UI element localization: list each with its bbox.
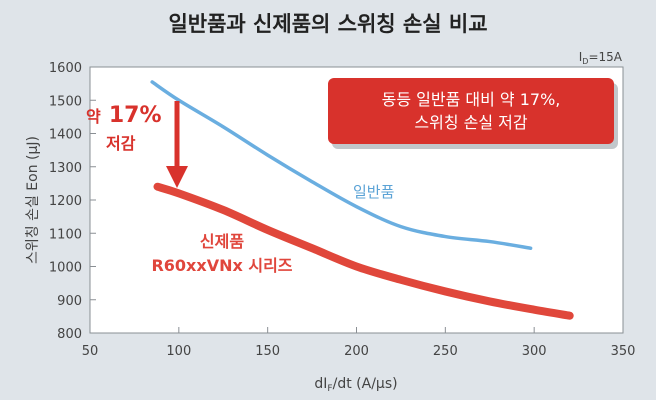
chart-title: 일반품과 신제품의 스위칭 손실 비교: [168, 12, 487, 36]
y-tick-label: 1100: [49, 227, 82, 242]
y-axis-label: 스위칭 손실 Eon (μJ): [25, 136, 41, 264]
callout-background: [328, 78, 614, 144]
series-new-label-line2: R60xxVNx 시리즈: [151, 256, 292, 275]
series-standard-label: 일반품: [353, 183, 394, 201]
y-tick-label: 800: [57, 327, 82, 342]
x-tick-label: 100: [166, 344, 191, 359]
reduction-arrow-head: [166, 166, 188, 188]
x-tick-label: 200: [344, 344, 369, 359]
y-tick-label: 1200: [49, 194, 82, 209]
x-axis-ticks: 50 100 150 200 250 300 350: [82, 327, 636, 359]
callout-line2: 스위칭 손실 저감: [414, 113, 527, 132]
y-tick-label: 1400: [49, 128, 82, 143]
callout-line1: 동등 일반품 대비 약 17%,: [382, 90, 561, 109]
y-tick-label: 900: [57, 294, 82, 309]
y-axis-ticks: 800 900 1000 1100 1200 1300 1400 1500 1600: [49, 61, 96, 342]
callout-box: 동등 일반품 대비 약 17%, 스위칭 손실 저감: [328, 78, 618, 149]
y-tick-label: 1300: [49, 161, 82, 176]
condition-label: ID=15A: [579, 50, 623, 66]
x-tick-label: 250: [433, 344, 458, 359]
x-tick-label: 150: [255, 344, 280, 359]
series-new-label-line1: 신제품: [200, 232, 244, 251]
reduction-label: 약 17%: [86, 103, 162, 128]
reduction-annotation: 약 17% 저감: [86, 101, 188, 188]
x-tick-label: 50: [82, 344, 99, 359]
series-layer: [150, 80, 574, 320]
series-line-standard: [150, 80, 533, 250]
y-tick-label: 1000: [49, 261, 82, 276]
x-axis-label: dIF/dt (A/μs): [314, 376, 397, 394]
y-tick-label: 1600: [49, 61, 82, 76]
x-tick-label: 300: [522, 344, 547, 359]
reduction-suffix: 저감: [106, 134, 136, 153]
y-tick-label: 1500: [49, 94, 82, 109]
x-tick-label: 350: [611, 344, 636, 359]
series-line-new: [153, 182, 574, 320]
